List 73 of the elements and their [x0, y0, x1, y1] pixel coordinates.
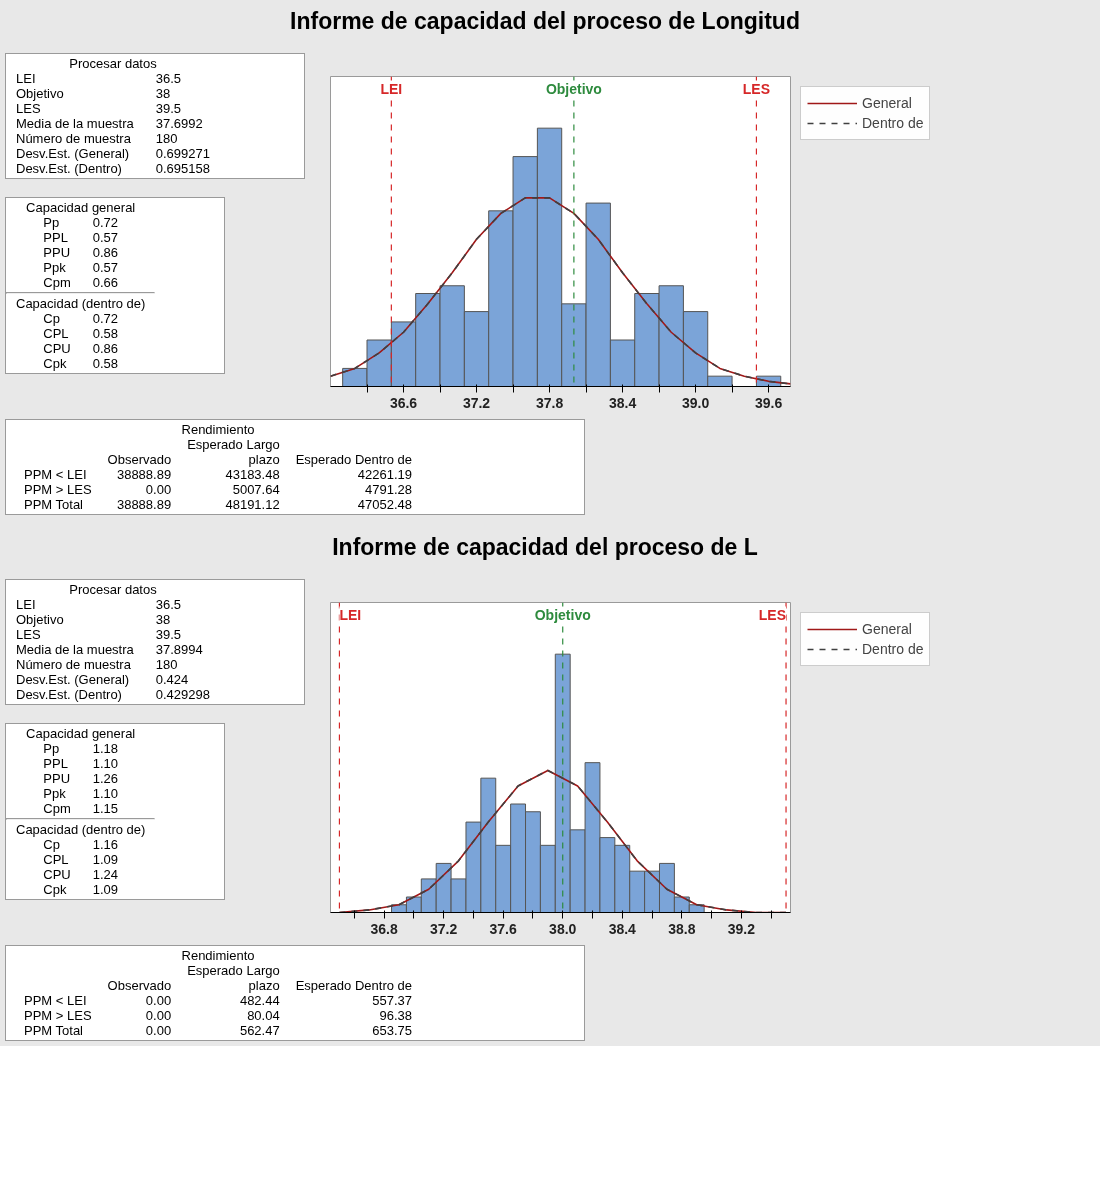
text: Capacidad general [25, 200, 137, 215]
text: Cpm 1.15 [43, 801, 119, 816]
text: Ppk 0.57 [43, 260, 119, 275]
text: PPM < LEI 38888.89 43183.48 42261.19 [24, 467, 413, 482]
text: PPM Total 38888.89 48191.12 47052.48 [24, 497, 413, 512]
text: LEI 36.5 [16, 71, 182, 86]
text: Número de muestra 180 [16, 131, 178, 146]
text: PPL 0.57 [43, 230, 119, 245]
chart-title: Informe de capacidad del proceso de L [332, 533, 758, 562]
text: Observado Esperado Largo plazo Esperado Dentro de [107, 963, 413, 993]
x-tick-label: 38.8 [668, 920, 696, 937]
ref-line-label: LES [758, 606, 787, 623]
ref-line-label: LES [742, 80, 771, 97]
ref-line-label: LEI [380, 80, 403, 97]
text: CPL 0.58 [43, 326, 119, 341]
text: PPL 1.10 [43, 756, 119, 771]
text: Objetivo 38 [16, 86, 171, 101]
text: CPU 1.24 [43, 867, 119, 882]
ref-line-label: Objetivo [545, 80, 602, 97]
text: Objetivo 38 [16, 612, 171, 627]
text: Pp 1.18 [43, 741, 119, 756]
text: Media de la muestra 37.6992 [16, 116, 203, 131]
x-tick-label: 38.0 [549, 920, 577, 937]
x-tick-label: 39.2 [727, 920, 756, 937]
text: Cp 1.16 [43, 837, 119, 852]
text: Capacidad (dentro de) [16, 822, 146, 837]
text: PPM Total 0.00 562.47 653.75 [24, 1023, 413, 1038]
text: Rendimiento [180, 422, 256, 437]
legend-label: Dentro de [862, 115, 924, 131]
x-tick-label: 37.2 [462, 394, 491, 411]
text: Capacidad general [25, 726, 137, 741]
x-tick-label: 37.6 [489, 920, 518, 937]
text: Cpm 0.66 [43, 275, 119, 290]
text: Cpk 1.09 [43, 882, 119, 897]
x-tick-label: 38.4 [608, 394, 637, 411]
text: Pp 0.72 [43, 215, 119, 230]
legend-label: General [862, 95, 912, 111]
text: PPU 0.86 [43, 245, 119, 260]
text: PPM < LEI 0.00 482.44 557.37 [24, 993, 413, 1008]
x-tick-label: 39.0 [681, 394, 710, 411]
text: CPL 1.09 [43, 852, 119, 867]
x-tick-label: 36.8 [370, 920, 398, 937]
text: Cpk 0.58 [43, 356, 119, 371]
text: Capacidad (dentro de) [16, 296, 146, 311]
text: Observado Esperado Largo plazo Esperado Dentro de [107, 437, 413, 467]
text: Desv.Est. (Dentro) 0.429298 [16, 687, 211, 702]
text: LES 39.5 [16, 101, 182, 116]
ref-line-label: LEI [339, 606, 362, 623]
text: LEI 36.5 [16, 597, 182, 612]
text: Número de muestra 180 [16, 657, 178, 672]
ref-line-label: Objetivo [534, 606, 591, 623]
text: Media de la muestra 37.8994 [16, 642, 203, 657]
text: Procesar datos [68, 56, 158, 71]
text: LES 39.5 [16, 627, 182, 642]
text: Desv.Est. (General) 0.424 [16, 672, 189, 687]
chart-title: Informe de capacidad del proceso de Longitud [290, 7, 800, 36]
x-tick-label: 37.2 [430, 920, 458, 937]
x-tick-label: 39.6 [754, 394, 783, 411]
text: PPM > LES 0.00 80.04 96.38 [24, 1008, 413, 1023]
text: Cp 0.72 [43, 311, 119, 326]
text: Desv.Est. (General) 0.699271 [16, 146, 211, 161]
x-tick-label: 36.6 [389, 394, 418, 411]
text: CPU 0.86 [43, 341, 119, 356]
x-tick-label: 38.4 [608, 920, 637, 937]
legend-label: General [862, 621, 912, 637]
text: PPM > LES 0.00 5007.64 4791.28 [24, 482, 413, 497]
text: Desv.Est. (Dentro) 0.695158 [16, 161, 211, 176]
text: Procesar datos [68, 582, 158, 597]
x-tick-label: 37.8 [535, 394, 564, 411]
text: Ppk 1.10 [43, 786, 119, 801]
legend-label: Dentro de [862, 641, 924, 657]
text: Rendimiento [180, 948, 256, 963]
text: PPU 1.26 [43, 771, 119, 786]
